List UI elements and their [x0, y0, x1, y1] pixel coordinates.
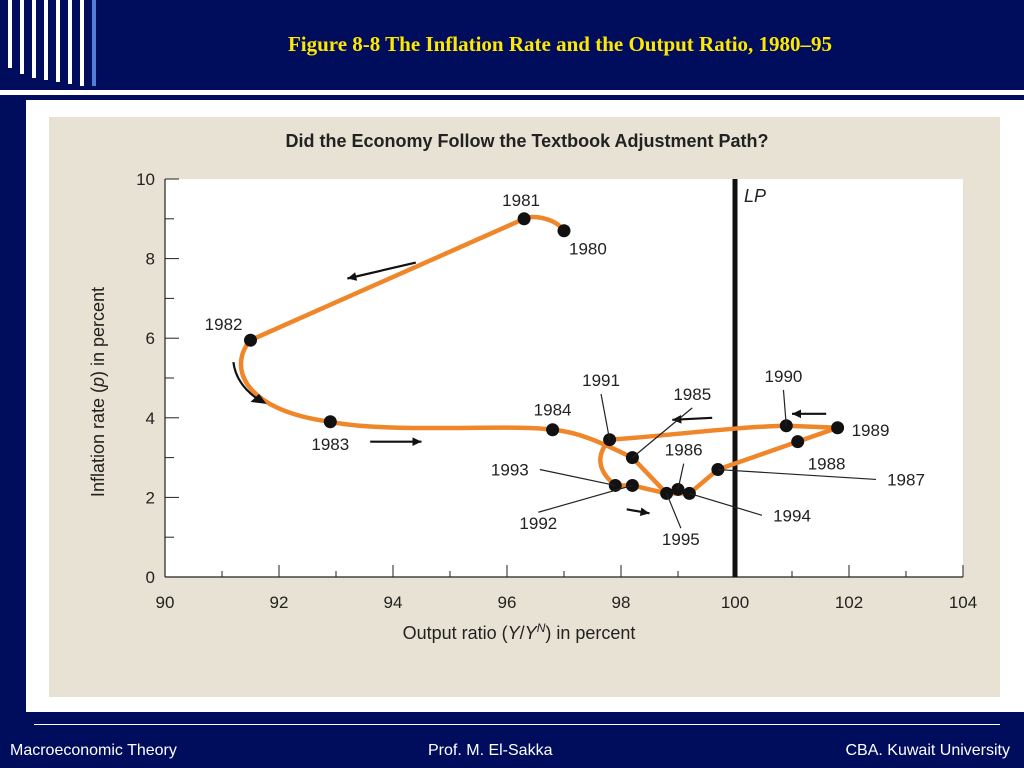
- point-label: 1992: [519, 514, 557, 533]
- point-label: 1993: [491, 461, 529, 480]
- leader-line: [677, 463, 685, 490]
- direction-arrow: [626, 507, 650, 517]
- stripe: [92, 0, 96, 86]
- point-label: 1988: [808, 455, 846, 474]
- x-tick-label: 92: [270, 593, 289, 612]
- stripe: [8, 0, 12, 68]
- data-point-1989: [831, 421, 845, 435]
- direction-arrow: [370, 437, 422, 447]
- point-label: 1983: [311, 435, 349, 454]
- y-tick-label: 4: [146, 409, 155, 428]
- y-tick-label: 0: [146, 568, 155, 587]
- x-tick-label: 96: [498, 593, 517, 612]
- leader-line: [538, 484, 633, 513]
- y-axis-label: Inflation rate (p) in percent: [88, 287, 108, 497]
- x-label-italic: Y: [525, 623, 539, 643]
- point-label: 1982: [205, 315, 243, 334]
- data-point-1983: [323, 415, 337, 429]
- y-label-part: Inflation rate (: [88, 387, 108, 497]
- x-tick-label: 100: [721, 593, 749, 612]
- title-divider: [0, 90, 1024, 95]
- point-label: 1984: [534, 401, 572, 420]
- footer-institution: CBA. Kuwait University: [845, 742, 1011, 759]
- point-label: 1989: [852, 421, 890, 440]
- chart-title: Did the Economy Follow the Textbook Adju…: [285, 131, 768, 151]
- stripe: [56, 0, 60, 82]
- x-tick-label: 94: [384, 593, 403, 612]
- direction-arrow: [347, 261, 417, 281]
- footer-author: Prof. M. El-Sakka: [428, 742, 553, 759]
- y-tick-label: 10: [136, 170, 155, 189]
- leader-line: [689, 492, 763, 516]
- y-tick-label: 6: [146, 329, 155, 348]
- data-point-1982: [244, 333, 257, 347]
- x-tick-label: 102: [835, 593, 863, 612]
- chart: Did the Economy Follow the Textbook Adju…: [88, 131, 977, 643]
- x-tick-label: 98: [612, 593, 631, 612]
- leader-line: [600, 393, 611, 440]
- x-tick-label: 104: [949, 593, 977, 612]
- x-label-slash: /: [520, 623, 525, 643]
- plot-area: [165, 179, 963, 577]
- lp-label: LP: [744, 186, 766, 206]
- leader-line: [782, 389, 787, 426]
- data-point-1984: [546, 423, 560, 437]
- y-label-italic: p: [88, 377, 108, 388]
- decorative-stripes: [8, 0, 96, 86]
- point-label: 1990: [765, 367, 803, 386]
- data-point-1988: [791, 435, 805, 449]
- point-label: 1986: [665, 441, 703, 460]
- stripe: [20, 0, 24, 74]
- point-label: 1980: [569, 240, 607, 259]
- leader-line: [632, 407, 693, 459]
- leader-line: [539, 468, 616, 487]
- point-label: 1987: [887, 470, 925, 489]
- data-point-1980: [557, 224, 571, 238]
- x-axis-label: Output ratio (Y/YN) in percent: [403, 621, 636, 643]
- x-label-part: Output ratio (: [403, 623, 508, 643]
- point-label: 1981: [502, 191, 540, 210]
- y-label-part: ) in percent: [88, 287, 108, 377]
- direction-arrow: [792, 409, 827, 419]
- leader-line: [666, 493, 682, 529]
- x-label-italic: Y: [508, 623, 522, 643]
- stripe: [80, 0, 84, 86]
- direction-arrow: [232, 361, 267, 404]
- slide-title: Figure 8-8 The Inflation Rate and the Ou…: [287, 32, 833, 56]
- x-tick-label: 90: [156, 593, 175, 612]
- x-label-part: ) in percent: [545, 623, 635, 643]
- point-label: 1995: [662, 530, 700, 549]
- x-label-superscript: N: [537, 621, 546, 635]
- footer-divider: [34, 724, 1000, 725]
- adjustment-path: [238, 214, 840, 496]
- stripe: [68, 0, 72, 84]
- point-label: 1991: [582, 371, 620, 390]
- data-point-1981: [517, 212, 531, 226]
- y-tick-label: 8: [146, 250, 155, 269]
- stripe: [32, 0, 36, 78]
- leader-line: [717, 468, 877, 481]
- footer-course: Macroeconomic Theory: [10, 742, 177, 759]
- y-tick-label: 2: [146, 488, 155, 507]
- point-label: 1994: [773, 506, 811, 525]
- point-label: 1985: [673, 385, 711, 404]
- stripe: [44, 0, 48, 80]
- figure-box: Did the Economy Follow the Textbook Adju…: [49, 117, 1000, 697]
